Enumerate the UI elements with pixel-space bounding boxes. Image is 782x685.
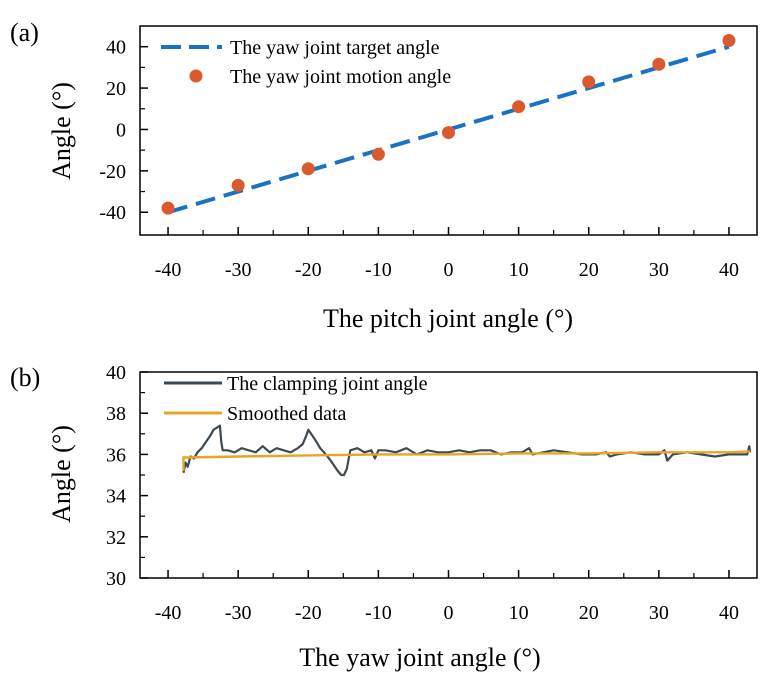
y-tick-label: 40	[106, 37, 126, 59]
x-tick-label: 10	[509, 602, 529, 624]
x-tick-label: 20	[579, 602, 599, 624]
motion-angle-point	[652, 58, 665, 71]
motion-angle-point	[232, 179, 245, 192]
panel-b-label: (b)	[10, 363, 40, 392]
motion-angle-point	[302, 162, 315, 175]
legend-target-label: The yaw joint target angle	[230, 37, 440, 59]
x-tick-label: -20	[295, 259, 322, 281]
x-tick-label: -10	[365, 259, 392, 281]
x-tick-label: 40	[719, 259, 739, 281]
y-tick-label: 34	[106, 486, 126, 508]
clamping-angle-line	[184, 426, 751, 475]
y-tick-label: 20	[106, 78, 126, 100]
y-tick-label: 30	[106, 568, 126, 590]
panel-a-label: (a)	[10, 18, 39, 47]
panel-a-legend: The yaw joint target angle The yaw joint…	[161, 37, 451, 88]
x-tick-label: 10	[509, 259, 529, 281]
y-tick-label: 32	[106, 527, 126, 549]
motion-angle-point	[162, 202, 175, 215]
x-tick-label: -30	[225, 602, 252, 624]
panel-a-x-axis-title: The pitch joint angle (°)	[323, 304, 573, 333]
x-tick-label: -40	[155, 259, 182, 281]
motion-angle-point	[512, 100, 525, 113]
panel-a-y-axis-title: Angle (°)	[47, 82, 76, 180]
x-tick-label: 40	[719, 602, 739, 624]
x-tick-label: -20	[295, 602, 322, 624]
panel-b-y-axis-title: Angle (°)	[47, 425, 76, 523]
x-tick-label: 0	[444, 259, 454, 281]
x-tick-label: 30	[649, 602, 669, 624]
x-tick-label: 0	[444, 602, 454, 624]
x-tick-label: 20	[579, 259, 599, 281]
x-tick-label: -40	[155, 602, 182, 624]
panel-b-legend: The clamping joint angle Smoothed data	[164, 373, 428, 425]
panel-a-series	[162, 34, 736, 215]
y-tick-label: -40	[99, 202, 126, 224]
panel-b-x-axis-title: The yaw joint angle (°)	[299, 643, 540, 672]
panel-b-series	[184, 426, 751, 475]
x-tick-label: 30	[649, 259, 669, 281]
panel-a: (a) -40 -20 0 20 40 -40 -30 -20 -10 0 10 20 30 40 Th…	[10, 18, 757, 333]
figure: (a) -40 -20 0 20 40 -40 -30 -20 -10 0 10 20 30 40 Th…	[0, 0, 782, 685]
motion-angle-point	[372, 148, 385, 161]
legend-smooth-label: Smoothed data	[227, 403, 347, 425]
motion-angle-point	[722, 34, 735, 47]
panel-b: (b) 30 32 34 36 38 40 -40 -30 -20 -10 0 10 20 30 40 T…	[10, 362, 757, 672]
legend-raw-label: The clamping joint angle	[227, 373, 428, 395]
motion-angle-point	[442, 126, 455, 139]
x-tick-label: -10	[365, 602, 392, 624]
y-tick-label: 38	[106, 403, 126, 425]
panel-b-y-ticks: 30 32 34 36 38 40	[106, 362, 148, 590]
legend-motion-label: The yaw joint motion angle	[230, 66, 451, 88]
y-tick-label: 0	[116, 119, 126, 141]
y-tick-label: 40	[106, 362, 126, 384]
x-tick-label: -30	[225, 259, 252, 281]
y-tick-label: 36	[106, 444, 126, 466]
y-tick-label: -20	[99, 161, 126, 183]
legend-motion-swatch	[190, 70, 203, 83]
motion-angle-point	[582, 75, 595, 88]
